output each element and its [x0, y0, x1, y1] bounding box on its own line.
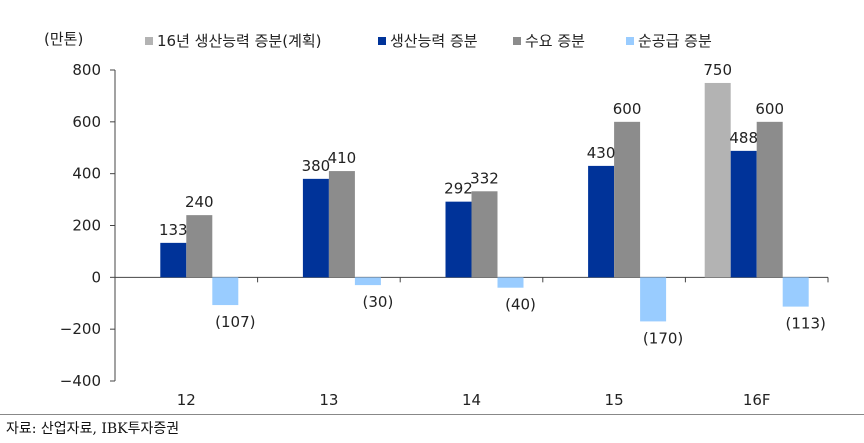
y-tick-label: 200 — [72, 217, 101, 235]
data-label: 600 — [613, 100, 642, 118]
bar — [497, 277, 524, 288]
bar — [782, 277, 809, 307]
data-label: 410 — [328, 149, 357, 167]
data-label: 750 — [703, 61, 732, 79]
bar — [445, 201, 472, 278]
data-label: (107) — [215, 313, 255, 331]
bar — [614, 121, 641, 278]
bar — [756, 121, 783, 278]
bar — [354, 277, 381, 286]
data-label: 292 — [444, 180, 473, 198]
legend-label: 순공급 증분 — [638, 32, 712, 50]
x-tick-label: 14 — [462, 391, 481, 409]
x-tick-label: 12 — [177, 391, 196, 409]
legend: 16년 생산능력 증분(계획) 생산능력 증분 수요 증분 순공급 증분 — [145, 32, 712, 50]
y-tick-label: 800 — [72, 61, 101, 79]
legend-swatch — [513, 37, 521, 45]
bar — [328, 171, 355, 278]
source-note: 자료: 산업자료, IBK투자증권 — [6, 421, 180, 437]
data-label: 380 — [302, 157, 331, 175]
bar — [186, 215, 213, 278]
bar — [704, 82, 731, 278]
bar — [212, 277, 239, 306]
data-label: (113) — [786, 315, 826, 333]
y-tick-label: −200 — [60, 320, 101, 338]
y-tick-label: 0 — [91, 268, 101, 286]
chart: (만톤) 16년 생산능력 증분(계획) 생산능력 증분 수요 증분 순공급 증분 8… — [44, 30, 829, 409]
bar — [302, 178, 329, 278]
source-divider — [0, 414, 864, 415]
legend-label: 수요 증분 — [525, 32, 585, 50]
legend-swatch — [378, 37, 386, 45]
legend-swatch — [145, 37, 153, 45]
y-axis-unit-label: (만톤) — [44, 30, 83, 48]
data-label: 332 — [470, 169, 499, 187]
y-axis: 800 600 400 200 0 −200 −400 — [60, 61, 116, 390]
bar — [588, 165, 615, 278]
data-label: 240 — [185, 193, 214, 211]
x-tick-label: 13 — [319, 391, 338, 409]
legend-swatch — [626, 37, 634, 45]
data-label: (40) — [505, 296, 536, 314]
data-label: 430 — [587, 144, 616, 162]
y-tick-label: 600 — [72, 113, 101, 131]
data-label: (170) — [643, 329, 683, 347]
bar — [640, 277, 667, 322]
legend-label: 16년 생산능력 증분(계획) — [157, 32, 322, 50]
x-tick-label: 15 — [605, 391, 624, 409]
data-label: 600 — [755, 100, 784, 118]
data-labels: 750 133 380 292 430 488 240 410 332 600 600 (107) (3… — [159, 61, 826, 347]
data-label: (30) — [363, 293, 394, 311]
bar — [730, 150, 757, 278]
y-tick-label: 400 — [72, 165, 101, 183]
y-tick-label: −400 — [60, 372, 101, 390]
data-label: 488 — [729, 129, 758, 147]
data-label: 133 — [159, 221, 188, 239]
legend-label: 생산능력 증분 — [390, 32, 478, 50]
x-tick-label: 16F — [743, 391, 771, 409]
bar — [160, 242, 187, 278]
bar — [471, 191, 498, 278]
bars — [160, 82, 809, 322]
